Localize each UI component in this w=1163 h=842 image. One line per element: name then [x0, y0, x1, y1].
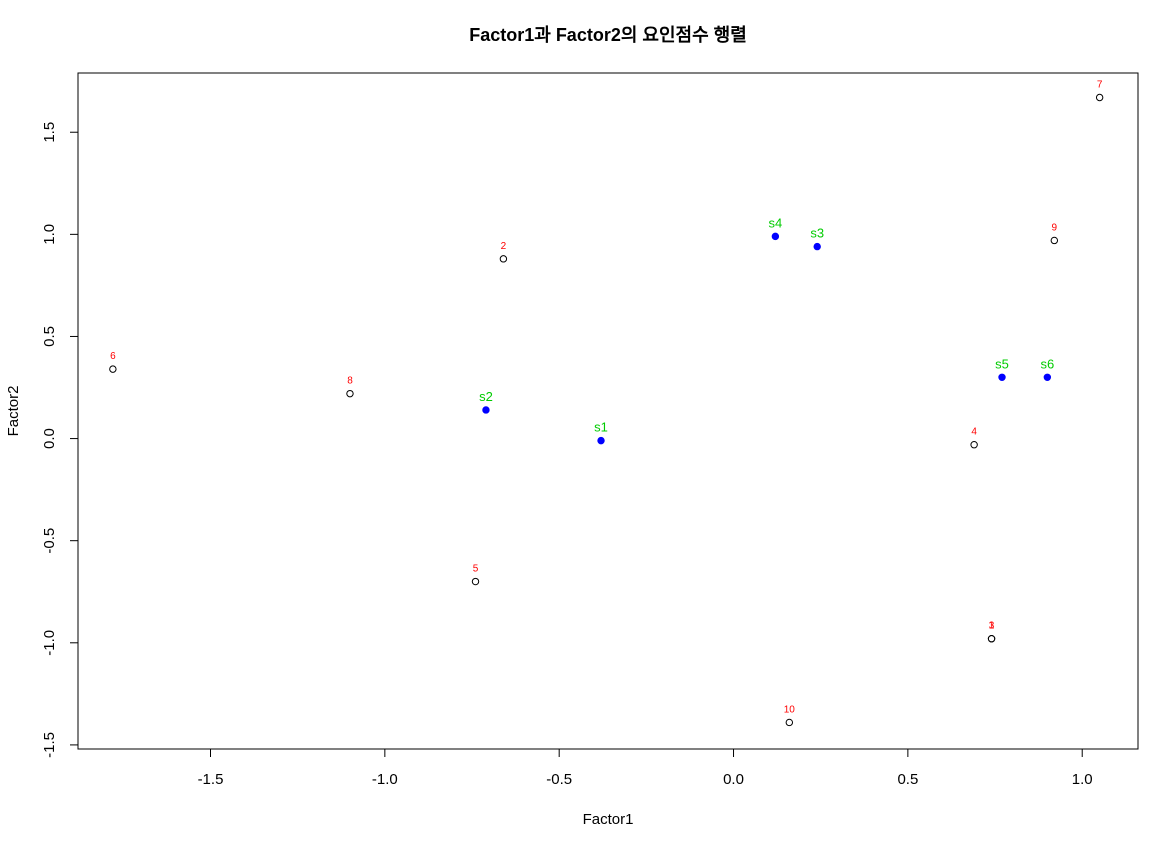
variable-label: s1: [594, 420, 608, 435]
variable-point: [813, 242, 821, 251]
observation-point: [499, 255, 508, 263]
variable-point: [597, 436, 605, 445]
observation-label: 3: [989, 621, 995, 632]
x-axis-label: Factor1: [583, 811, 634, 828]
chart-title: Factor1과 Factor2의 요인점수 행렬: [469, 24, 747, 45]
y-tick-label: 1.0: [41, 224, 58, 245]
x-axis: -1.5 -1.0 -0.5 0.0 0.5 1.0: [198, 748, 1093, 788]
y-tick-label: -1.0: [41, 630, 58, 656]
y-tick-label: 1.5: [41, 122, 58, 143]
observation-point: [785, 718, 794, 727]
observation-label: 1: [989, 621, 995, 632]
variable-point: [482, 406, 490, 414]
observation-label: 10: [784, 704, 796, 715]
variable-point: [1043, 373, 1052, 382]
y-tick-label: 0.0: [41, 428, 58, 449]
observation-point: [109, 365, 117, 373]
variable-point: [771, 232, 780, 241]
y-axis-label: Factor2: [5, 386, 22, 437]
variable-label: s4: [769, 215, 783, 230]
observation-point: [987, 635, 996, 643]
x-tick-label: 0.0: [723, 771, 744, 788]
x-tick-label: 1.0: [1072, 771, 1093, 788]
y-tick-label: -1.5: [41, 732, 58, 758]
y-axis: -1.5 -1.0 -0.5 0.0 0.5 1.0 1.5: [41, 122, 79, 758]
variable-label: s2: [479, 389, 493, 404]
variable-label: s6: [1040, 356, 1054, 371]
y-tick-label: -0.5: [41, 528, 58, 554]
observation-label: 5: [473, 564, 479, 575]
variable-point: [998, 373, 1006, 382]
x-tick-label: 0.5: [897, 771, 918, 788]
y-tick-label: 0.5: [41, 326, 58, 347]
observation-point: [471, 577, 480, 586]
x-tick-label: -1.5: [198, 771, 224, 788]
observation-label: 8: [347, 376, 353, 387]
variable-label: s3: [810, 226, 824, 241]
observation-label: 7: [1097, 80, 1103, 91]
observation-point: [1050, 236, 1059, 245]
observation-label: 4: [971, 427, 977, 438]
x-tick-label: -1.0: [372, 771, 398, 788]
observation-point: [1095, 93, 1104, 102]
data-points: 1 2 3 4 5 6 7 8 9 10 s1 s2 s3 s4 s5 s6: [109, 80, 1104, 727]
variable-label: s5: [995, 356, 1009, 371]
observation-point: [970, 440, 978, 449]
observation-point: [346, 389, 354, 398]
observation-label: 2: [501, 241, 507, 252]
observation-label: 6: [110, 351, 116, 362]
observation-label: 9: [1052, 222, 1058, 233]
plot-frame: [77, 72, 1139, 750]
x-tick-label: -0.5: [546, 771, 572, 788]
